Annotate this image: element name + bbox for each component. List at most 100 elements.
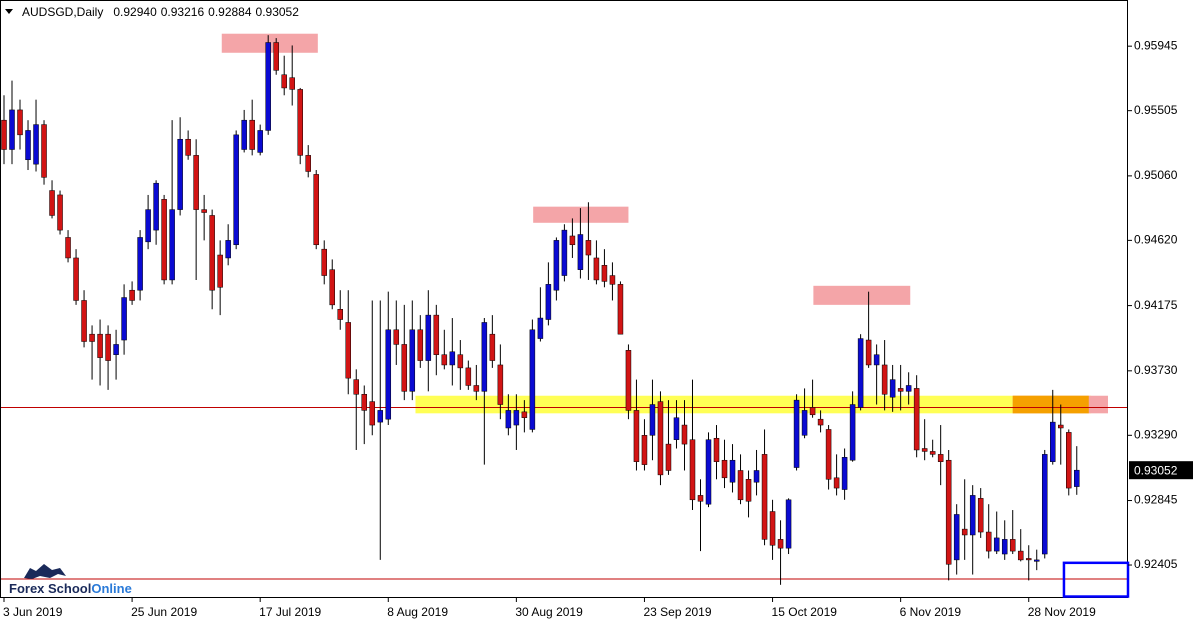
candle-body [937,454,944,462]
candle-body [1058,424,1064,429]
candle-body [465,367,472,386]
candle-body [105,333,111,361]
candle-body [153,182,159,231]
candle-body [865,339,872,366]
close-label: 0.93052 [256,5,300,19]
candle-body [977,498,984,533]
chart-header: AUDSGD,Daily 0.92940 0.93216 0.92884 0.93052 [22,5,299,19]
candle-body [857,338,864,408]
candle-body [921,448,928,452]
candle-body [1009,539,1016,552]
x-tick-label: 25 Jun 2019 [131,605,197,619]
candle-body [825,429,832,480]
low-label: 0.92884 [208,5,252,19]
candle-body [385,329,392,420]
x-tick-label: 30 Aug 2019 [515,605,583,619]
y-tick-label: 0.92845 [1134,493,1178,507]
candle-body [577,234,584,270]
candle-body [369,401,376,426]
candle-body [889,379,896,398]
candle-body [73,257,79,301]
candle-body [753,470,760,483]
candle-body [1033,559,1040,562]
candle-body [953,514,960,561]
candle-body [585,240,592,256]
candle-body [561,229,568,276]
candle-body [289,77,295,90]
candle-body [969,495,976,536]
candle-body [233,134,239,246]
candle-body [833,477,840,489]
candle-body [737,470,744,501]
candle-body [769,511,776,546]
candle-body [241,119,247,150]
candle-body [177,138,183,210]
candle-body [409,329,416,392]
candle-body [713,437,720,462]
candle-body [1041,454,1048,555]
candle-body [521,411,528,418]
logo-icon [24,564,66,579]
candle-body [1017,550,1024,561]
candle-body [225,240,231,259]
candle-body [817,418,824,426]
candle-body [209,215,215,291]
candle-body [481,322,488,392]
candle-body [273,42,279,71]
high-label: 0.93216 [161,5,205,19]
candle-body [361,394,368,411]
candle-body [689,439,696,501]
candle-body [49,190,55,216]
candle-body [313,174,319,246]
candle-body [777,539,784,549]
candle-body [993,537,1000,552]
logo-text: Forex SchoolOnline [9,581,132,596]
candle-body [905,385,912,392]
candle-body [593,257,600,281]
candle-body [265,42,271,131]
candle-body [441,354,448,366]
x-tick-label: 23 Sep 2019 [643,605,711,619]
candle-body [673,417,680,440]
candle-body [705,439,712,505]
candle-body [985,531,992,552]
candle-body [425,314,432,361]
candle-body [193,155,199,210]
candle-body [97,333,103,358]
candle-body [457,354,464,369]
candle-body [1,119,7,150]
candle-body [121,297,127,341]
candle-body [377,410,384,423]
candle-body [321,248,327,276]
candle-body [249,119,255,150]
logo-secondary: Online [91,581,131,596]
candle-body [65,237,71,259]
candle-body [745,479,752,502]
x-tick-label: 6 Nov 2019 [900,605,962,619]
candle-body [353,379,360,395]
candle-body [473,385,480,392]
candle-body [617,284,624,335]
candle-body [81,300,87,342]
candle-body [785,499,792,549]
candle-body [161,199,167,281]
candle-body [801,410,808,436]
candle-body [609,275,616,285]
candle-body [1066,432,1072,489]
logo-primary: Forex School [9,581,91,596]
logo: Forex SchoolOnline [9,564,132,596]
candle-body [665,443,672,471]
candle-body [57,194,63,231]
y-tick-label: 0.94175 [1134,298,1178,312]
candle-body [345,322,351,379]
y-tick-label: 0.92405 [1134,557,1178,571]
candle-body [657,401,664,476]
candle-body [169,209,175,281]
y-tick-label: 0.95945 [1134,38,1178,52]
candle-body [305,155,311,172]
candle-body [1049,421,1056,462]
price-label-box [1129,461,1193,480]
candle-body [929,451,936,455]
